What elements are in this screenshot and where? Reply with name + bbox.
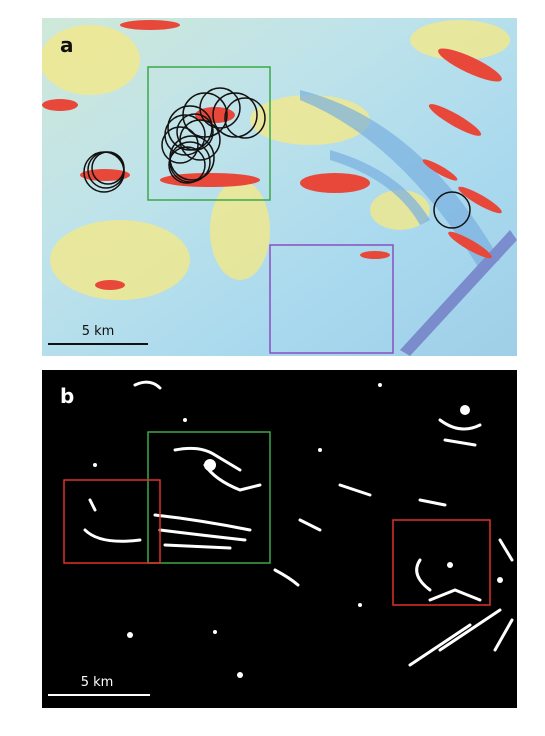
panel-label: a	[60, 33, 74, 57]
binary-background	[42, 370, 517, 708]
figure: a 5 km	[0, 0, 545, 736]
panel-label: b	[60, 384, 74, 408]
panel-a: a 5 km	[40, 18, 517, 356]
scale-bar-label: 5 km	[82, 324, 115, 339]
panel-b: b 5 km	[42, 370, 517, 708]
page: a 5 km	[0, 0, 545, 736]
scale-bar-label: 5 km	[81, 675, 114, 690]
